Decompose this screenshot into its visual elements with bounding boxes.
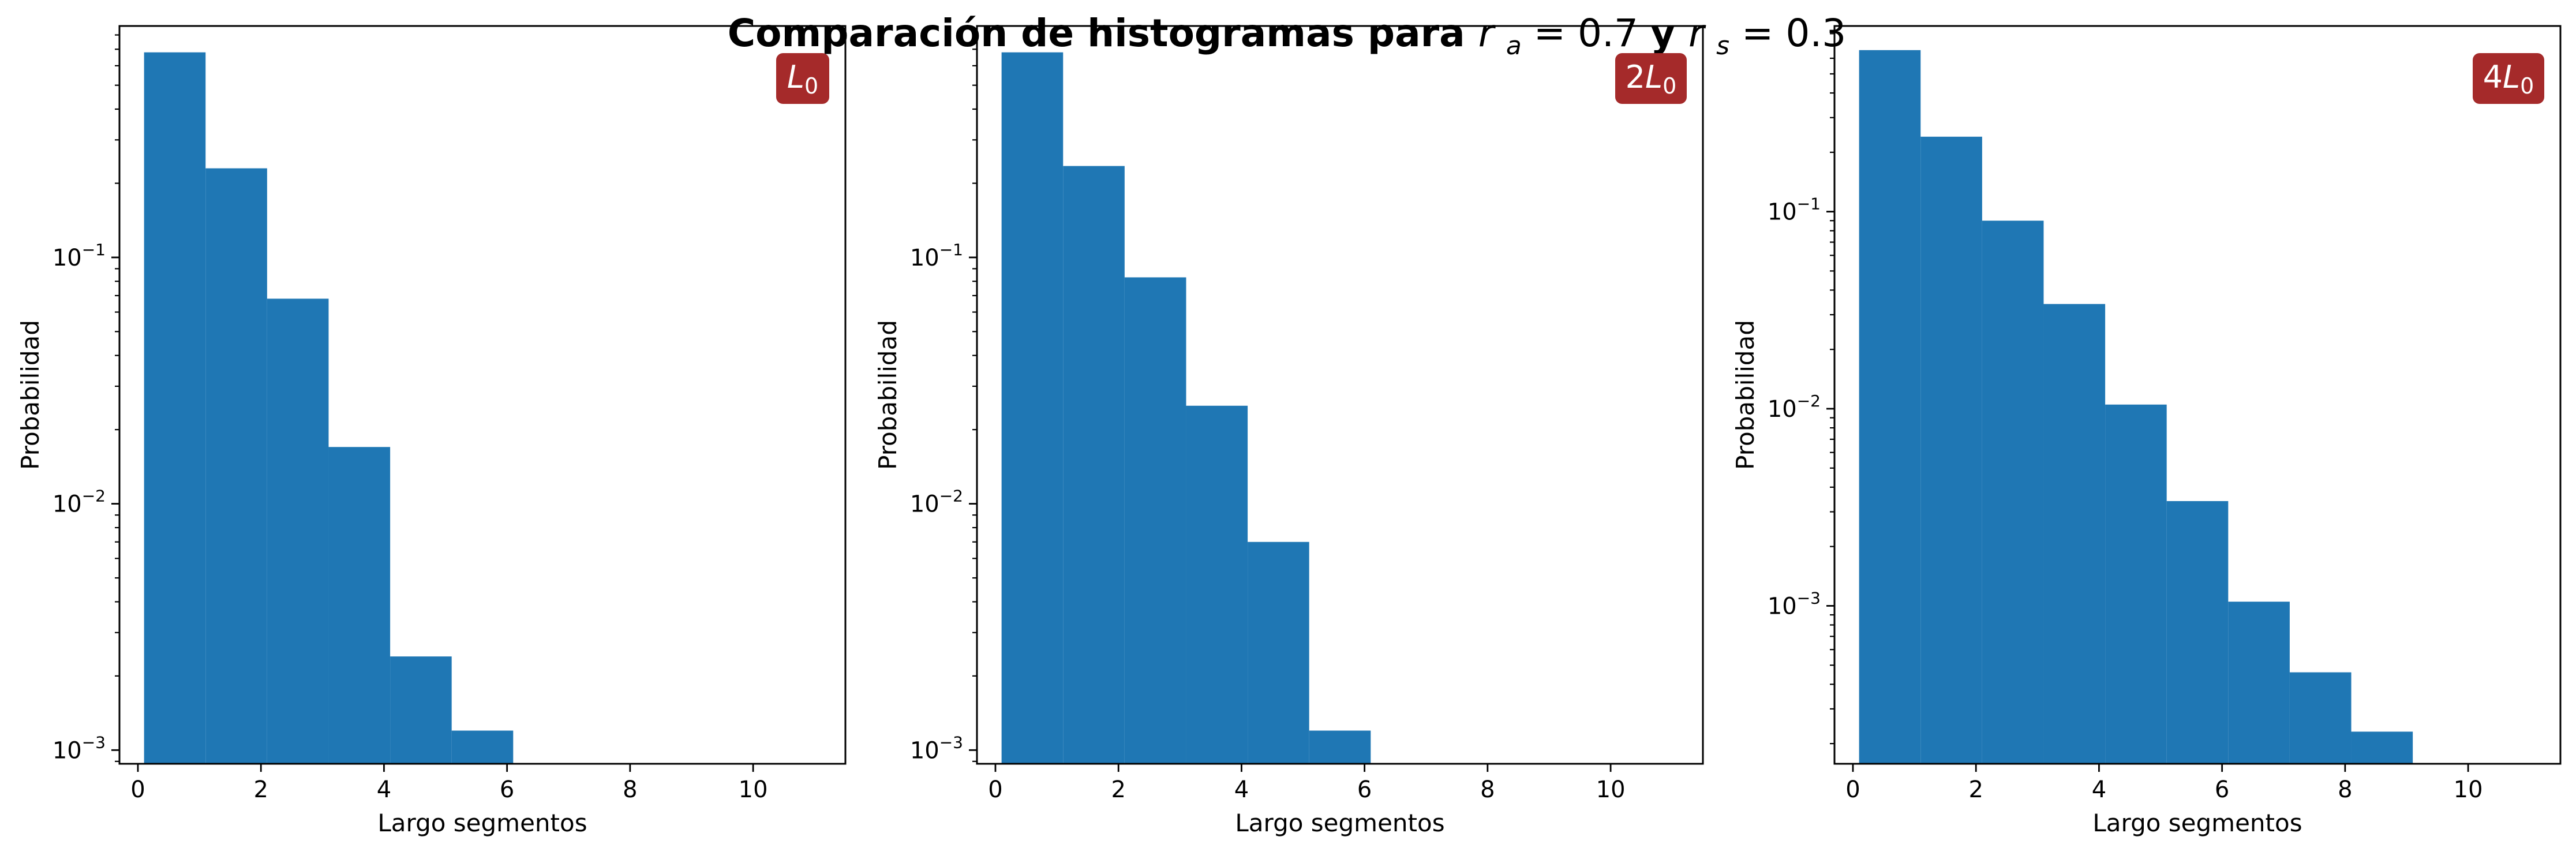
x-axis-label: Largo segmentos [1235,809,1444,837]
title-connector: y [1650,11,1688,55]
x-tick-label: 4 [1234,776,1249,803]
y-axis-label: Probabilidad [874,320,902,470]
x-tick-label: 8 [1480,776,1495,803]
x-axis-label: Largo segmentos [2092,809,2302,837]
title-bold-part: Comparación de histogramas para [728,11,1478,55]
panel-badge-label: 4L0 [2483,59,2534,99]
panels: 10−1 10−2 10−3 0 2 4 6 8 10 Largo segmentos Probab… [16,25,2562,837]
y-axis-label: Probabilidad [1731,320,1759,470]
y-tick-label: 10−1 [1768,195,1821,226]
histogram-bar [2043,304,2106,764]
histogram-bar [451,730,514,764]
y-tick-label: 10−2 [910,487,963,518]
x-tick-label: 2 [1968,776,1983,803]
x-axis-label: Largo segmentos [377,809,587,837]
histogram-panel-3: 10−1 10−2 10−3 0 2 4 6 8 10 Largo segmentos Probab… [1731,25,2562,837]
histogram-bar [390,656,452,764]
x-tick-label: 0 [1845,776,1860,803]
histogram-bar [1859,50,1921,764]
x-tick-label: 8 [623,776,637,803]
histogram-bar [205,168,267,764]
histogram-bar [2166,501,2229,764]
title-ra-value: = 0.7 [1534,11,1638,55]
y-tick-label: 10−3 [53,733,106,764]
y-axis-label: Probabilidad [16,320,44,470]
axes-frame [1833,25,2562,765]
title-rs-value: = 0.3 [1742,11,1846,55]
histogram-bar [1309,730,1371,764]
histogram-bar [1920,136,1982,764]
x-tick-label: 10 [739,776,768,803]
x-tick-label: 10 [2454,776,2483,803]
x-tick-label: 4 [377,776,391,803]
histogram-panel-2: 10−1 10−2 10−3 0 2 4 6 8 10 Largo segmentos Probab… [874,25,1704,837]
y-tick-label: 10−1 [53,240,106,271]
y-tick-label: 10−3 [1768,588,1821,619]
y-tick-label: 10−2 [1768,391,1821,423]
x-tick-label: 10 [1596,776,1626,803]
histogram-bar [1248,542,1309,764]
x-tick-label: 6 [1357,776,1372,803]
panel-badge-label: 2L0 [1626,59,1677,99]
axes-frame [976,25,1704,765]
histogram-bar [1063,166,1125,764]
x-tick-label: 6 [2215,776,2229,803]
histogram-bar [2289,672,2352,764]
title-rs-subscript: s [1716,31,1729,61]
x-tick-label: 0 [130,776,145,803]
x-tick-label: 8 [2338,776,2352,803]
x-tick-label: 6 [500,776,514,803]
histogram-bar [1124,277,1186,764]
y-tick-label: 10−2 [53,487,106,518]
histogram-bar [2228,602,2290,764]
histogram-bar [267,298,329,764]
title-ra-symbol: r [1478,11,1496,55]
histogram-bar [2105,404,2167,764]
panel-badge-label: L0 [787,59,818,99]
histogram-panel-1: 10−1 10−2 10−3 0 2 4 6 8 10 Largo segmentos Probab… [16,25,847,837]
x-tick-label: 2 [1111,776,1125,803]
panel-badge [1615,53,1687,104]
title-ra-subscript: a [1506,31,1522,61]
histogram-bar [1186,405,1248,764]
histogram-bar [328,447,391,764]
histogram-bar [1001,52,1064,764]
x-tick-label: 2 [253,776,268,803]
y-tick-label: 10−1 [910,240,963,271]
x-tick-label: 4 [2092,776,2106,803]
figure-title: Comparación de histogramas para r a = 0.… [728,11,1847,64]
histogram-bar [144,52,206,764]
panel-badge [2473,53,2544,104]
panel-badge [776,53,829,104]
y-tick-label: 10−3 [910,733,963,764]
x-tick-label: 0 [988,776,1002,803]
axes-frame [118,25,847,765]
histogram-bar [1982,221,2044,764]
histogram-bar [2351,731,2413,764]
